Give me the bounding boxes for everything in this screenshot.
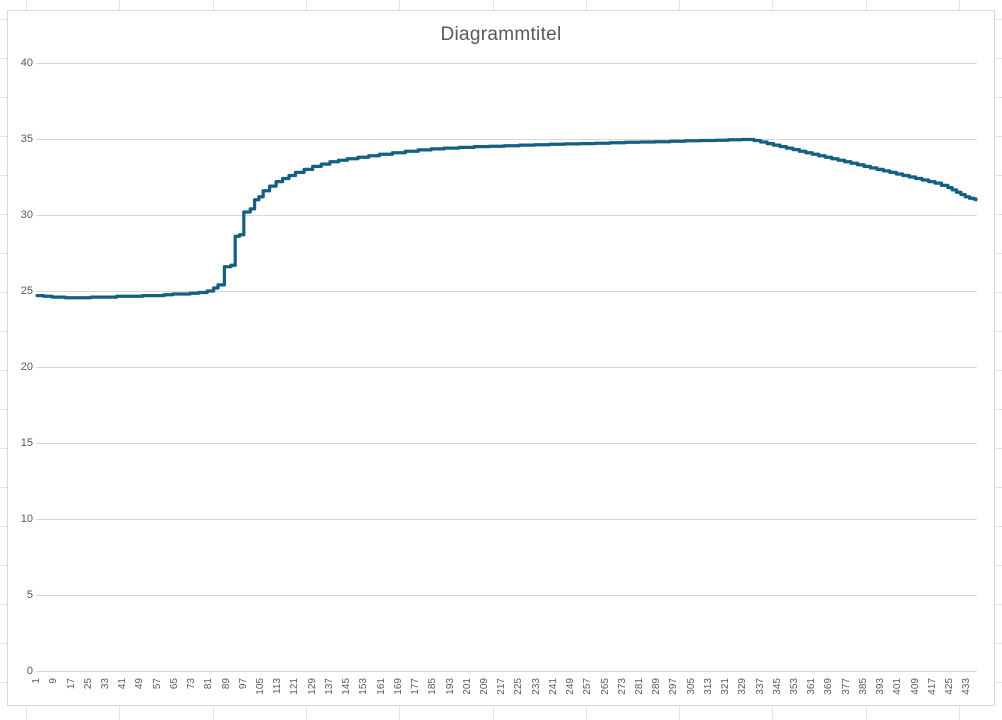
x-axis-label: 129	[306, 678, 318, 695]
x-axis-label: 377	[840, 678, 852, 695]
chart-area[interactable]	[7, 10, 995, 706]
y-axis-label: 15	[20, 437, 33, 449]
y-axis-label: 40	[20, 57, 33, 69]
x-axis-label: 313	[702, 678, 714, 695]
x-axis-label: 433	[961, 678, 973, 695]
x-axis-label: 9	[48, 678, 60, 684]
y-axis-label: 25	[20, 285, 33, 297]
x-axis-label: 225	[513, 678, 525, 695]
x-axis-label: 305	[685, 678, 697, 695]
x-axis-label: 145	[341, 678, 353, 695]
x-axis-label: 273	[616, 678, 628, 695]
x-axis-label: 17	[65, 678, 77, 690]
y-axis-label: 35	[20, 133, 33, 145]
series-line[interactable]	[35, 137, 978, 300]
x-axis-label: 401	[892, 678, 904, 695]
chart-title[interactable]: Diagrammtitel	[440, 24, 562, 45]
x-axis-label: 417	[926, 678, 938, 695]
x-axis-label: 169	[392, 678, 404, 695]
x-axis-label: 193	[444, 678, 456, 695]
x-axis-label: 81	[203, 678, 215, 690]
x-axis-label: 385	[857, 678, 869, 695]
x-axis-label: 41	[117, 678, 129, 690]
y-axis-label: 30	[20, 209, 33, 221]
x-axis-label: 321	[720, 678, 732, 695]
x-axis-label: 337	[754, 678, 766, 695]
x-axis-label: 265	[599, 678, 611, 695]
x-axis-label: 249	[565, 678, 577, 695]
x-axis-label: 33	[99, 678, 111, 690]
x-axis-label: 329	[737, 678, 749, 695]
x-axis-label: 209	[478, 678, 490, 695]
x-axis-label: 65	[168, 678, 180, 690]
x-axis-label: 409	[909, 678, 921, 695]
x-axis-label: 369	[823, 678, 835, 695]
x-axis-label: 185	[427, 678, 439, 695]
x-axis-label: 121	[289, 678, 301, 695]
plot-gridlines	[36, 63, 977, 672]
x-axis-label: 57	[151, 678, 163, 690]
x-axis-label: 49	[134, 678, 146, 690]
x-axis-label: 137	[323, 678, 335, 695]
x-axis-label: 281	[634, 678, 645, 695]
x-axis-label: 345	[771, 678, 783, 695]
x-axis-label: 177	[410, 678, 422, 695]
x-axis-label: 161	[375, 678, 387, 695]
x-axis-label: 97	[237, 678, 249, 690]
x-axis-label: 289	[651, 678, 663, 695]
x-axis-label: 393	[875, 678, 887, 695]
x-axis-label: 361	[806, 678, 818, 695]
x-axis-label: 25	[82, 678, 94, 690]
x-axis-label: 113	[272, 678, 284, 694]
y-axis-label: 10	[20, 513, 33, 525]
x-axis-label: 217	[496, 678, 508, 695]
x-axis-label: 241	[547, 678, 559, 695]
x-axis-label: 353	[789, 678, 801, 695]
x-axis-label: 425	[944, 678, 956, 695]
x-axis-label: 89	[220, 678, 232, 690]
y-axis-label: 0	[26, 665, 33, 677]
x-axis-label: 73	[186, 678, 198, 690]
x-axis-label: 297	[668, 678, 680, 695]
x-axis-label: 105	[255, 678, 267, 695]
x-axis-label: 1	[31, 678, 43, 684]
y-axis-label: 20	[20, 361, 33, 373]
x-axis-label: 257	[582, 678, 594, 695]
x-axis-label: 153	[358, 678, 370, 695]
x-axis-label: 233	[530, 678, 542, 695]
x-axis-label: 201	[461, 678, 473, 695]
y-axis-label: 5	[26, 589, 33, 601]
